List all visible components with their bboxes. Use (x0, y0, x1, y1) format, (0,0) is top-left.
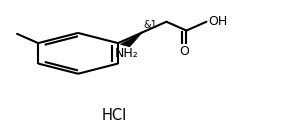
Text: NH₂: NH₂ (115, 47, 138, 60)
Text: HCl: HCl (101, 108, 126, 123)
Text: OH: OH (208, 15, 227, 28)
Text: O: O (179, 45, 189, 58)
Text: &1: &1 (144, 20, 158, 30)
Polygon shape (120, 32, 142, 47)
